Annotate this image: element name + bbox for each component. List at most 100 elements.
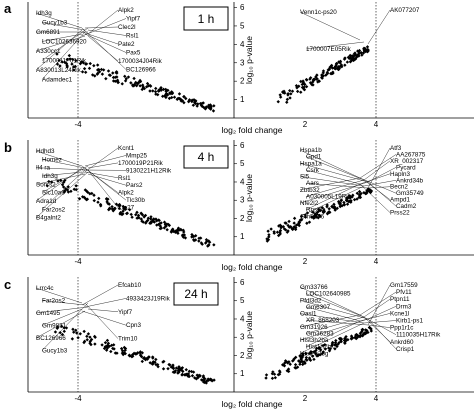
data-point — [270, 376, 275, 381]
data-point — [76, 336, 80, 340]
leader-line — [305, 41, 365, 50]
data-point — [105, 338, 110, 343]
gene-label: Rsl1 — [118, 175, 131, 182]
leader-line — [299, 149, 361, 179]
data-point — [154, 357, 158, 362]
gene-label: Pfv11 — [396, 289, 412, 296]
x-axis-label: log₂ fold change — [222, 262, 283, 272]
data-point — [72, 187, 76, 191]
data-point — [138, 78, 142, 83]
data-point — [82, 66, 87, 71]
data-point — [142, 355, 147, 360]
data-point — [116, 203, 121, 208]
leader-line — [87, 173, 127, 186]
data-point — [67, 53, 72, 58]
leader-line — [41, 308, 83, 326]
data-point — [312, 215, 317, 219]
data-point — [264, 373, 269, 377]
data-point — [171, 363, 175, 367]
data-point — [289, 92, 293, 96]
data-point — [169, 90, 174, 94]
data-point — [151, 360, 156, 364]
data-point — [189, 369, 194, 374]
data-point — [360, 53, 364, 57]
data-point — [286, 93, 290, 97]
data-point — [80, 195, 85, 199]
leader-line — [299, 322, 365, 354]
gene-label: Ptpn11 — [390, 296, 410, 303]
data-point — [82, 339, 87, 344]
data-point — [111, 75, 116, 80]
leader-line — [84, 26, 119, 29]
data-point — [145, 357, 150, 361]
x-tick-label: -4 — [74, 120, 82, 129]
data-point — [60, 332, 65, 337]
data-point — [129, 81, 133, 85]
data-point — [88, 192, 92, 196]
leader-line — [35, 167, 83, 202]
data-point — [196, 102, 200, 106]
gene-label: Slc10a6 — [42, 190, 65, 197]
gene-label: Venn1c-ps20 — [300, 9, 337, 16]
leader-line — [367, 9, 391, 45]
data-point — [363, 46, 367, 51]
data-point — [99, 67, 104, 72]
leader-line — [41, 165, 89, 193]
leader-line — [41, 33, 83, 42]
data-point — [69, 189, 73, 193]
data-point — [303, 215, 308, 219]
data-point — [211, 109, 216, 113]
data-point — [176, 226, 181, 230]
gene-label: Atf3 — [390, 145, 402, 152]
data-point — [308, 81, 313, 85]
data-point — [285, 100, 289, 104]
data-point — [331, 70, 335, 74]
gene-label: A330cc1 — [36, 48, 61, 55]
data-point — [182, 100, 186, 105]
data-point — [161, 367, 166, 371]
data-point — [197, 373, 201, 378]
leader-line — [87, 29, 127, 36]
data-point — [342, 57, 347, 61]
y-tick-label: 6 — [240, 278, 245, 287]
data-point — [140, 213, 145, 217]
data-point — [70, 337, 75, 341]
leader-line — [305, 316, 365, 334]
data-point — [182, 94, 186, 99]
gene-label: Alpk2 — [118, 190, 134, 197]
data-point — [74, 58, 78, 63]
gene-label: Gm5176 — [300, 213, 325, 220]
data-point — [308, 77, 312, 81]
data-point — [141, 86, 146, 90]
data-point — [106, 69, 111, 73]
data-point — [287, 219, 291, 224]
data-point — [92, 193, 96, 197]
panel-letter: b — [4, 140, 12, 155]
data-point — [295, 89, 300, 94]
leader-line — [87, 35, 119, 62]
leader-line — [41, 22, 86, 31]
left-gene-labels: Lrrc4c Far2os2 Gm1495 Gm9831 BC126966 Gucy1b3… — [35, 282, 171, 355]
y-ticks: 1 2 3 4 5 6 — [234, 141, 245, 241]
data-point — [138, 353, 143, 357]
gene-label: Idh3g — [36, 10, 52, 17]
leader-line — [299, 163, 369, 183]
gene-label: Gpd1 — [306, 154, 322, 161]
data-point — [115, 78, 120, 82]
data-point — [278, 95, 283, 99]
leader-line — [305, 293, 365, 318]
data-point — [157, 218, 161, 223]
data-point — [267, 235, 271, 239]
data-point — [95, 68, 100, 72]
data-point — [132, 76, 136, 81]
data-point — [151, 355, 155, 359]
data-point — [121, 352, 125, 357]
gene-label: Hist3h2ba — [300, 337, 329, 344]
data-point — [303, 82, 307, 87]
data-point — [115, 75, 119, 79]
data-point — [123, 74, 127, 79]
data-point — [208, 377, 213, 382]
data-point — [177, 92, 182, 96]
y-tick-label: 1 — [240, 95, 245, 104]
data-point — [316, 80, 320, 84]
